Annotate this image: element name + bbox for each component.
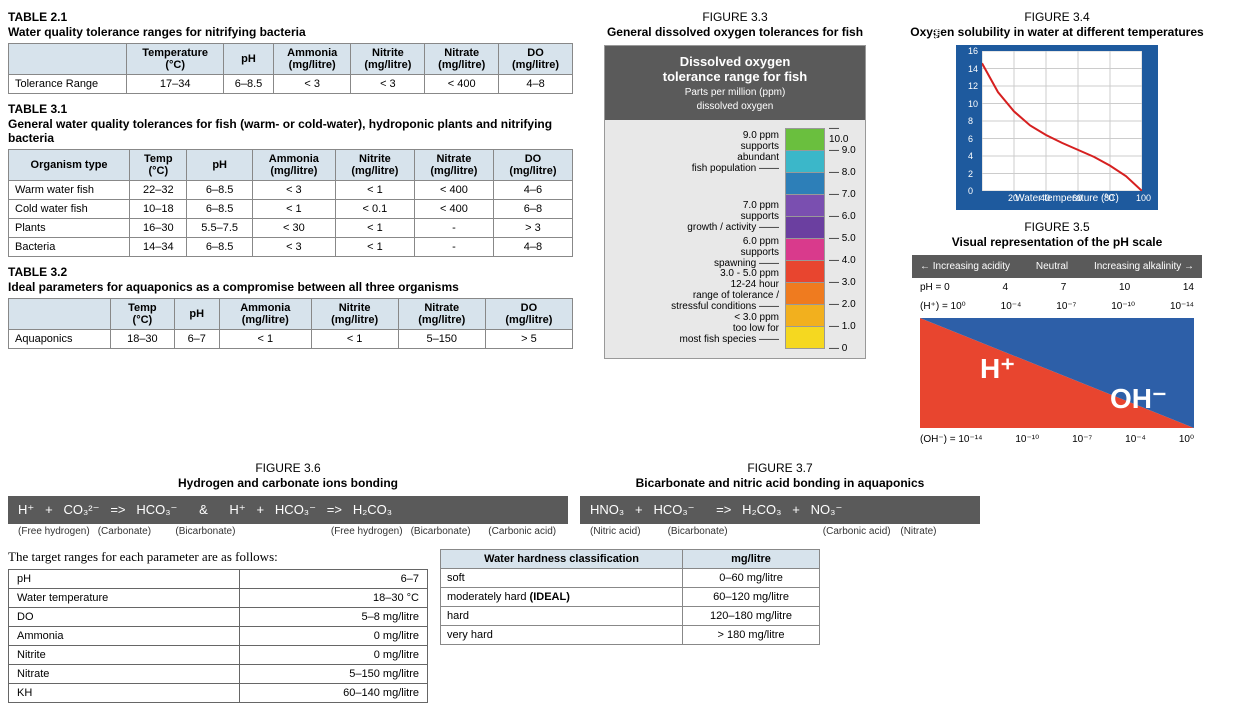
fig37-title: Bicarbonate and nitric acid bonding in a…: [580, 476, 980, 490]
do-colorbar: [785, 128, 825, 348]
fig37-col: FIGURE 3.7 Bicarbonate and nitric acid b…: [580, 459, 980, 539]
fig37-num: FIGURE 3.7: [580, 461, 980, 475]
table31-title: General water quality tolerances for fis…: [8, 117, 573, 145]
table21-num: TABLE 2.1: [8, 10, 573, 24]
table32: Temp (°C)pHAmmonia (mg/litre)Nitrite (mg…: [8, 298, 573, 349]
ph-right: Increasing alkalinity: [1094, 261, 1181, 272]
params-col: The target ranges for each parameter are…: [8, 549, 428, 703]
fig36-labels: (Free hydrogen)(Carbonate)(Bicarbonate)(…: [8, 524, 568, 539]
hardness-table: Water hardness classificationmg/litresof…: [440, 549, 820, 645]
ph-scale-box: ← Increasing acidity Neutral Increasing …: [912, 255, 1202, 449]
fig33-num: FIGURE 3.3: [585, 10, 885, 24]
do-hdr3: Parts per million (ppm): [685, 87, 786, 98]
fig37-equation: HNO₃ + HCO₃⁻ => H₂CO₃ + NO₃⁻: [580, 496, 980, 524]
do-hdr4: dissolved oxygen: [697, 101, 774, 112]
table21-title: Water quality tolerance ranges for nitri…: [8, 25, 573, 39]
ph-mid: Neutral: [1036, 261, 1068, 272]
fig36-equation: H⁺ + CO₃²⁻ => HCO₃⁻ & H⁺ + HCO₃⁻ => H₂CO…: [8, 496, 568, 524]
fig36-col: FIGURE 3.6 Hydrogen and carbonate ions b…: [8, 459, 568, 539]
fig35-title: Visual representation of the pH scale: [897, 235, 1217, 249]
params-table: pH6–7Water temperature18–30 °CDO5–8 mg/l…: [8, 569, 428, 703]
fig34-num: FIGURE 3.4: [897, 10, 1217, 24]
fig36-num: FIGURE 3.6: [8, 461, 568, 475]
right-col: FIGURE 3.4 Oxygen solubility in water at…: [897, 8, 1217, 449]
fig33-col: FIGURE 3.3 General dissolved oxygen tole…: [585, 8, 885, 359]
tables-column: TABLE 2.1 Water quality tolerance ranges…: [8, 8, 573, 349]
fig36-title: Hydrogen and carbonate ions bonding: [8, 476, 568, 490]
h-top-row: (H⁺) = 10⁰10⁻⁴10⁻⁷10⁻¹⁰10⁻¹⁴: [912, 297, 1202, 316]
ph-triangle: H⁺ OH⁻: [920, 318, 1194, 428]
oh-bottom-row: (OH⁻) = 10⁻¹⁴10⁻¹⁰10⁻⁷10⁻⁴10⁰: [912, 430, 1202, 449]
ph-top-row: pH = 0471014: [912, 278, 1202, 297]
ph-header: ← Increasing acidity Neutral Increasing …: [912, 255, 1202, 278]
do-scale: — 10.0— 9.0— 8.0— 7.0— 6.0— 5.0— 4.0— 3.…: [825, 128, 859, 348]
ph-left: Increasing acidity: [933, 261, 1010, 272]
do-hdr1: Dissolved oxygen: [680, 54, 791, 69]
fig37-labels: (Nitric acid)(Bicarbonate)(Carbonic acid…: [580, 524, 980, 539]
fig33-title: General dissolved oxygen tolerances for …: [585, 25, 885, 39]
table31-num: TABLE 3.1: [8, 102, 573, 116]
fig34-ylabel: Oxygen solubility (mg/l): [933, 0, 944, 81]
do-header: Dissolved oxygen tolerance range for fis…: [605, 46, 865, 120]
fig35-num: FIGURE 3.5: [897, 220, 1217, 234]
table32-title: Ideal parameters for aquaponics as a com…: [8, 280, 573, 294]
table31: Organism typeTemp (°C)pHAmmonia (mg/litr…: [8, 149, 573, 257]
table21: Temperature (°C)pHAmmonia (mg/litre)Nitr…: [8, 43, 573, 94]
params-title: The target ranges for each parameter are…: [8, 549, 428, 565]
oxygen-solubility-chart: Oxygen solubility (mg/l) 024681012141620…: [956, 45, 1158, 210]
fig34-title: Oxygen solubility in water at different …: [897, 25, 1217, 39]
oh-label: OH⁻: [1110, 383, 1167, 414]
do-hdr2: tolerance range for fish: [663, 69, 807, 84]
h-label: H⁺: [980, 353, 1015, 384]
table32-num: TABLE 3.2: [8, 265, 573, 279]
do-tolerance-box: Dissolved oxygen tolerance range for fis…: [604, 45, 866, 359]
hardness-col: Water hardness classificationmg/litresof…: [440, 549, 820, 645]
do-labels: 9.0 ppmsupportsabundantfish population —…: [611, 128, 785, 348]
